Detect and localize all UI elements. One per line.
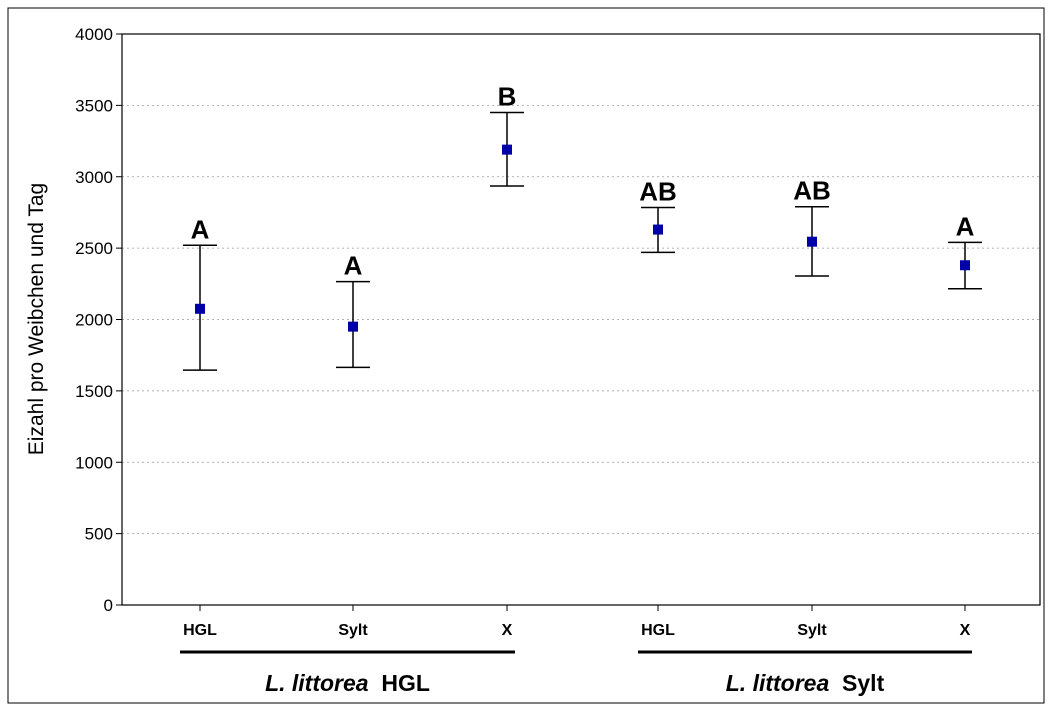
mean-marker <box>502 144 512 155</box>
y-tick-label: 500 <box>85 525 113 544</box>
y-tick-label: 4000 <box>75 25 113 44</box>
y-tick-label: 2500 <box>75 239 113 258</box>
mean-marker <box>195 303 205 314</box>
x-axis-ticks: HGL Sylt X HGL Sylt X <box>183 605 971 639</box>
mean-marker <box>653 224 663 235</box>
y-tick-label: 3000 <box>75 168 113 187</box>
group-labels: L. littorea HGL L. littorea Sylt <box>180 650 972 696</box>
significance-letter: B <box>498 82 517 112</box>
y-tick-label: 1500 <box>75 382 113 401</box>
error-bars <box>183 111 982 371</box>
mean-marker <box>960 260 970 271</box>
grid-layer <box>122 104 1040 535</box>
significance-letter: AB <box>639 176 677 206</box>
mean-marker <box>348 321 358 332</box>
significance-letter: AB <box>793 176 831 206</box>
outer-frame <box>7 7 1045 704</box>
y-tick-label: 3500 <box>75 96 113 115</box>
y-tick-label: 2000 <box>75 311 113 330</box>
species-name: L. littorea <box>726 670 830 696</box>
mean-marker <box>807 236 817 247</box>
y-tick-label: 0 <box>104 596 113 615</box>
x-tick-label: X <box>960 622 971 639</box>
x-tick-label: HGL <box>641 622 675 639</box>
mean-markers <box>195 144 970 332</box>
significance-letter: A <box>956 211 975 241</box>
significance-letter: A <box>191 214 210 244</box>
population-name: Sylt <box>829 670 884 696</box>
y-axis-label: Eizahl pro Weibchen und Tag <box>25 183 48 455</box>
x-tick-label: HGL <box>183 622 217 639</box>
population-name: HGL <box>369 670 430 696</box>
x-tick-label: X <box>502 622 513 639</box>
species-name: L. littorea <box>265 670 369 696</box>
x-tick-label: Sylt <box>338 622 368 639</box>
y-tick-label: 1000 <box>75 453 113 472</box>
x-tick-label: Sylt <box>797 622 827 639</box>
group-label: L. littorea Sylt <box>726 670 885 696</box>
significance-letter: A <box>344 251 363 281</box>
group-label: L. littorea HGL <box>265 670 430 696</box>
y-axis-ticks: 0 500 1000 1500 2000 2500 3000 3500 4000 <box>75 25 122 615</box>
